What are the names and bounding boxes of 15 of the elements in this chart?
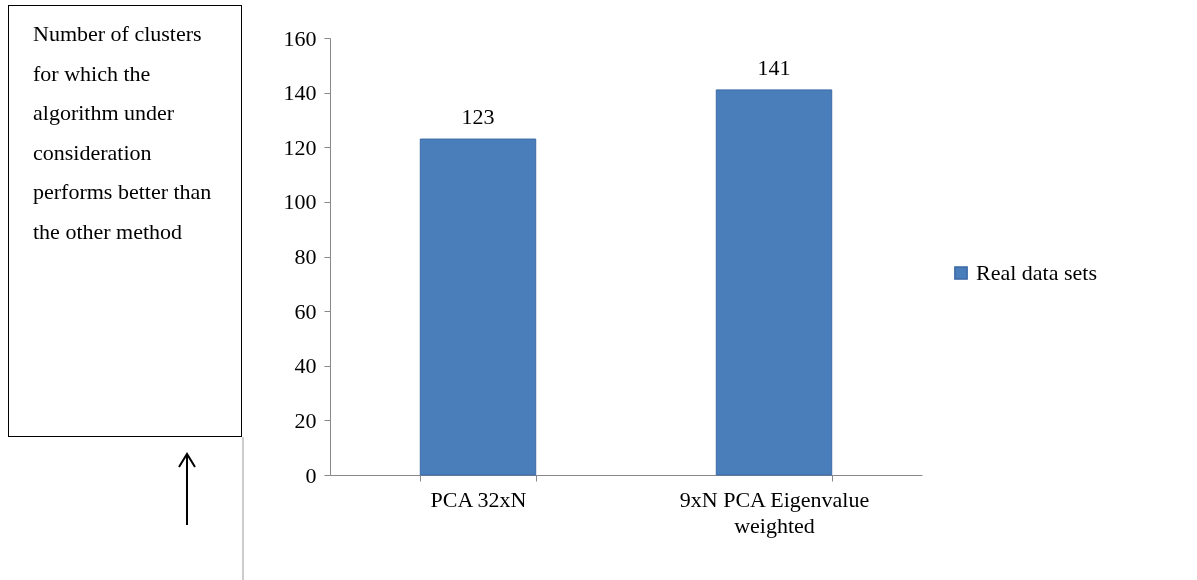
y-tick-label: 120 [283,134,317,160]
x-tick-label: PCA 32xN [430,486,527,512]
y-tick-label: 40 [294,353,317,379]
y-tick-label: 0 [305,462,317,488]
x-tick-label: 9xN PCA Eigenvalue weighted [679,486,870,538]
data-label: 141 [757,54,791,80]
data-label: 123 [461,104,495,130]
y-tick-label: 100 [283,189,317,215]
y-tick-label: 80 [294,244,317,269]
y-tick-label: 140 [283,80,317,106]
y-tick-label: 60 [294,298,317,324]
legend-label: Real data sets [976,260,1097,285]
y-tick-label: 20 [294,407,317,433]
y-tick-label: 160 [283,25,317,51]
text-frame: Number of clusters for which the algorithm under consideration performs better than the other method [8,5,242,437]
